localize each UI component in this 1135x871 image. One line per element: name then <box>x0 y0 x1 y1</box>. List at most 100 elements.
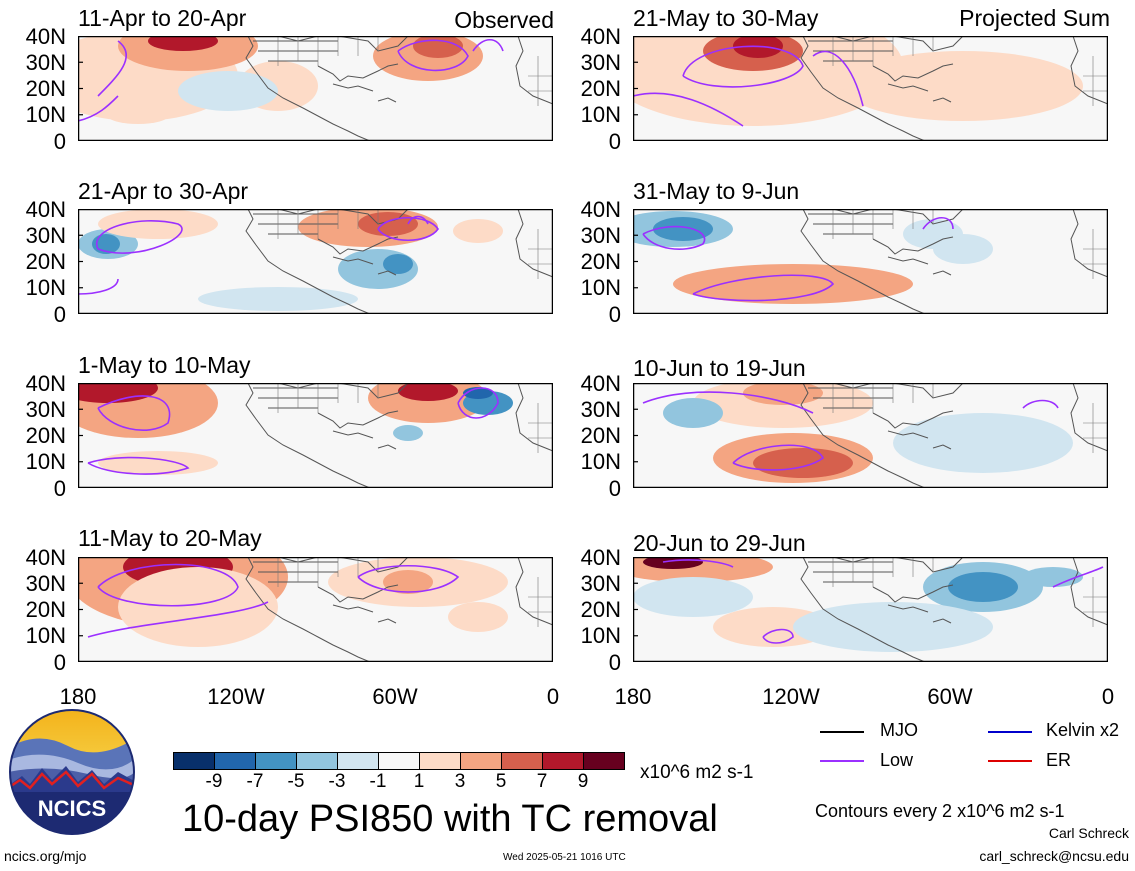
borders <box>832 557 1108 627</box>
lat-label: 0 <box>53 302 66 327</box>
low-contour <box>78 278 119 295</box>
colorbar-swatch <box>214 752 256 770</box>
legend-kelvin-label: Kelvin x2 <box>1046 720 1120 740</box>
low-contour <box>762 628 794 644</box>
low-contour <box>97 563 239 607</box>
borders <box>277 209 553 279</box>
low-contour <box>87 456 190 475</box>
legend-mjo-label: MJO <box>880 720 918 740</box>
anomaly-shading <box>933 234 993 264</box>
lat-label: 0 <box>53 129 66 154</box>
colorbar-tick-label: 1 <box>413 771 425 792</box>
map-panel <box>633 36 1108 141</box>
panel-note: Projected Sum <box>959 5 1110 31</box>
lat-label: 40N <box>25 24 66 49</box>
lat-label: 10N <box>25 102 66 127</box>
borders <box>832 383 1108 453</box>
lat-label: 10N <box>25 275 66 300</box>
panel-title: 21-May to 30-May <box>633 5 819 31</box>
borders <box>832 209 1108 279</box>
panel-title: 11-Apr to 20-Apr <box>78 5 247 31</box>
lat-label: 30N <box>580 50 621 75</box>
anomaly-shading <box>383 570 433 594</box>
lat-label: 20N <box>25 597 66 622</box>
legend-er-label: ER <box>1046 750 1072 770</box>
lat-label: 30N <box>580 223 621 248</box>
anomaly-shading <box>178 71 278 111</box>
low-contour <box>97 395 171 431</box>
colorbar-swatch <box>378 752 420 770</box>
low-contour <box>732 444 825 471</box>
colorbar-swatch <box>255 752 297 770</box>
anomaly-shading <box>653 217 713 241</box>
low-contour <box>922 216 954 230</box>
map-panel <box>78 383 553 488</box>
email-link[interactable]: carl_schreck@ncsu.edu <box>979 848 1129 864</box>
lat-label: 10N <box>25 623 66 648</box>
lat-label: 20N <box>580 423 621 448</box>
anomaly-shading <box>358 212 418 236</box>
anomaly-shading <box>398 383 458 401</box>
colorbar-swatch <box>173 752 215 770</box>
lat-label: 40N <box>25 371 66 396</box>
lon-label: 120W <box>207 684 265 709</box>
low-contour <box>642 225 706 250</box>
colorbar-tick-label: -5 <box>287 771 305 792</box>
lat-label: 40N <box>580 197 621 222</box>
lat-label: 0 <box>53 650 66 675</box>
low-contour <box>642 391 814 414</box>
ncics-logo: NCICS <box>8 708 136 836</box>
lat-label: 40N <box>25 545 66 570</box>
low-contour <box>812 50 864 107</box>
map-panel <box>78 209 553 314</box>
lat-label: 30N <box>25 223 66 248</box>
low-contour <box>633 92 744 127</box>
anomaly-shading <box>633 577 753 617</box>
low-contour <box>457 387 499 419</box>
lat-label: 10N <box>25 449 66 474</box>
legend-mjo-line <box>820 731 864 733</box>
colorbar-swatch <box>296 752 338 770</box>
panel-title: 21-Apr to 30-Apr <box>78 178 249 204</box>
lat-label: 40N <box>25 197 66 222</box>
lat-label: 0 <box>53 476 66 501</box>
lat-label: 20N <box>25 249 66 274</box>
map-panel <box>78 36 553 141</box>
map-panel <box>633 557 1108 662</box>
anomaly-shading <box>198 287 358 311</box>
lat-label: 20N <box>580 249 621 274</box>
panel-title: 1-May to 10-May <box>78 352 251 378</box>
legend-low-label: Low <box>880 750 914 770</box>
colorbar-tick-label: -1 <box>369 771 387 792</box>
timestamp: Wed 2025-05-21 1016 UTC <box>503 852 626 863</box>
logo-text: NCICS <box>38 796 106 821</box>
anomaly-shading <box>948 572 1018 602</box>
panel-title: 10-Jun to 19-Jun <box>633 355 806 381</box>
panel-note: Observed <box>454 7 554 33</box>
lat-label: 0 <box>608 302 621 327</box>
site-link[interactable]: ncics.org/mjo <box>4 848 87 864</box>
low-contour <box>87 601 269 638</box>
low-contour <box>662 559 734 568</box>
colorbar-tick-label: 9 <box>577 771 589 792</box>
colorbar-units: x10^6 m2 s-1 <box>640 762 754 783</box>
low-contour <box>377 217 439 241</box>
colorbar <box>173 752 627 775</box>
lat-label: 30N <box>25 50 66 75</box>
lat-label: 10N <box>580 102 621 127</box>
lon-label: 180 <box>59 684 97 709</box>
lat-label: 40N <box>580 371 621 396</box>
lon-label: 60W <box>372 684 418 709</box>
lat-label: 0 <box>608 129 621 154</box>
lat-label: 0 <box>608 476 621 501</box>
legend-er-line <box>988 760 1032 762</box>
anomaly-shading <box>793 602 993 652</box>
colorbar-tick-label: 3 <box>454 771 466 792</box>
low-contour <box>682 45 804 88</box>
panel-title: 11-May to 20-May <box>78 525 262 551</box>
lat-label: 30N <box>25 571 66 596</box>
lat-label: 20N <box>25 76 66 101</box>
contour-note: Contours every 2 x10^6 m2 s-1 <box>815 801 1065 821</box>
lon-label: 0 <box>546 684 560 709</box>
low-contour <box>472 38 504 52</box>
